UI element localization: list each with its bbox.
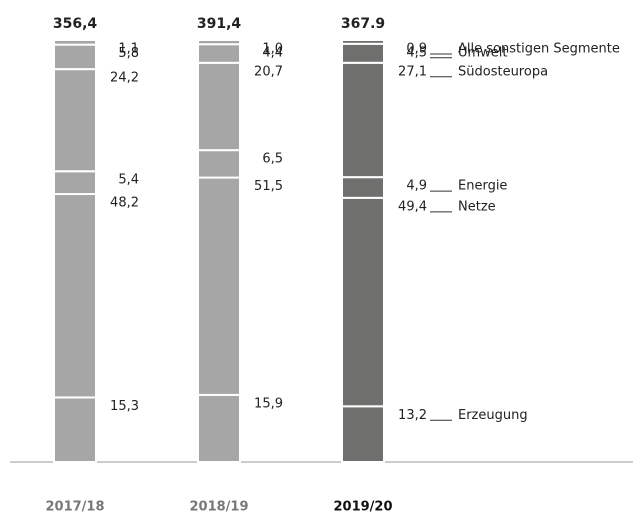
bar-segment [341, 61, 385, 179]
value-label: 27,1 [398, 64, 427, 79]
bar-segment [197, 149, 241, 179]
legend-label: Alle sonstigen Segmente [458, 42, 620, 57]
value-label: 51,5 [254, 179, 283, 194]
x-tick-label: 2019/20 [333, 500, 392, 515]
total-label: 356,4 [53, 16, 98, 32]
bar-segment [53, 68, 97, 173]
bar-segment [341, 196, 385, 408]
bar-segment [341, 42, 385, 64]
value-label: 49,4 [398, 199, 427, 214]
legend-label: Energie [458, 179, 507, 194]
value-label: 24,2 [110, 71, 139, 86]
bar-segment [53, 43, 97, 71]
value-label: 48,2 [110, 196, 139, 211]
value-label: 4,5 [406, 45, 427, 60]
bar-segment [197, 393, 241, 464]
bar-segment [53, 396, 97, 463]
total-label: 367.9 [341, 16, 385, 32]
value-label: 13,2 [398, 408, 427, 423]
value-label: 6,5 [262, 152, 283, 167]
bar-segment [197, 61, 241, 152]
bar-segment [53, 193, 97, 399]
total-label: 391,4 [197, 16, 242, 32]
value-label: 4,9 [406, 179, 427, 194]
x-tick-label: 2017/18 [45, 500, 104, 515]
legend-label: Erzeugung [458, 408, 528, 423]
value-label: 15,9 [254, 396, 283, 411]
bar-segment [341, 405, 385, 463]
bar-segment [341, 39, 385, 45]
bar-segment [197, 176, 241, 396]
legend-label: Südosteuropa [458, 64, 548, 79]
x-tick-label: 2018/19 [189, 500, 248, 515]
bar-segment [53, 170, 97, 196]
value-label: 4,4 [262, 46, 283, 61]
value-label: 5,4 [118, 173, 139, 188]
value-label: 0,9 [406, 42, 427, 57]
value-label: 15,3 [110, 399, 139, 414]
bar-segment [197, 43, 241, 64]
legend-label: Netze [458, 199, 496, 214]
bar-segment [53, 39, 97, 46]
value-label: 1,1 [118, 42, 139, 57]
legend-label: Umwelt [458, 45, 508, 60]
bar-segment [341, 176, 385, 199]
value-label: 1,0 [262, 42, 283, 57]
bar-segment [197, 39, 241, 46]
value-label: 5,8 [118, 46, 139, 61]
value-label: 20,7 [254, 64, 283, 79]
